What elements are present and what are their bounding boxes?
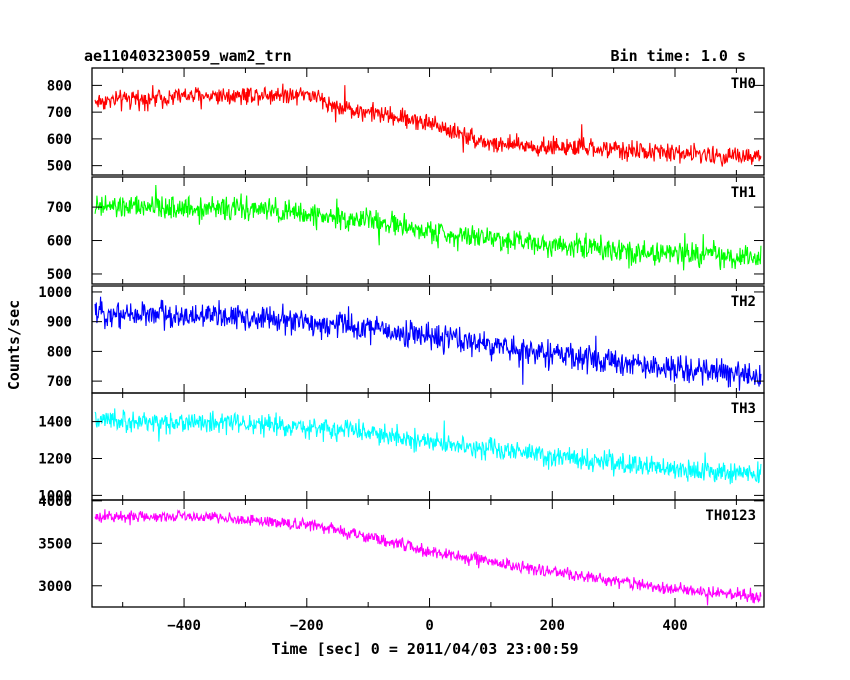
chart-title-left: ae110403230059_wam2_trn (84, 47, 292, 65)
panel-th3: 1000 1200 1400 TH3 (38, 392, 765, 504)
x-tick-label: 200 (540, 618, 565, 634)
y-tick-label: 500 (47, 159, 72, 175)
y-tick-label: 800 (47, 344, 72, 360)
panel-th2: 700 800 900 1000 TH2 (38, 285, 765, 394)
series-line-th1 (94, 184, 762, 271)
series-name-th3: TH3 (731, 401, 756, 417)
y-tick-label: 1200 (38, 451, 72, 467)
series-line-th3 (94, 408, 762, 485)
y-tick-label: 3500 (38, 536, 72, 552)
x-tick-label: 0 (425, 618, 433, 634)
series-line-th0123 (94, 509, 762, 606)
x-tick-label: 400 (662, 618, 687, 634)
series-name-th2: TH2 (731, 294, 756, 310)
panel-frame (91, 67, 765, 176)
y-axis-label: Counts/sec (5, 300, 23, 390)
y-tick-label: 1000 (38, 285, 72, 301)
panel-th0123: 3000 3500 4000 TH0123 (38, 494, 765, 608)
panel-frame (91, 392, 765, 501)
y-tick-label: 600 (47, 234, 72, 250)
panel-frame (91, 499, 765, 608)
x-tick-label: −200 (290, 618, 324, 634)
series-line-th2 (94, 296, 762, 391)
panel-th0: 500 600 700 800 TH0 (47, 67, 765, 176)
y-tick-label: 700 (47, 200, 72, 216)
x-axis-label: Time [sec] 0 = 2011/04/03 23:00:59 (271, 640, 578, 658)
y-tick-label: 700 (47, 105, 72, 121)
panel-th1: 500 600 700 TH1 (47, 176, 765, 285)
panel-frame (91, 176, 765, 285)
y-tick-label: 1400 (38, 415, 72, 431)
y-tick-label: 700 (47, 374, 72, 390)
series-name-th0123: TH0123 (705, 508, 756, 524)
y-tick-label: 3000 (38, 579, 72, 595)
panel-frame (91, 285, 765, 394)
series-name-th0: TH0 (731, 76, 756, 92)
y-tick-label: 4000 (38, 494, 72, 510)
y-tick-label: 500 (47, 267, 72, 283)
x-tick-label: −400 (167, 618, 201, 634)
series-name-th1: TH1 (731, 185, 756, 201)
chart-title-right: Bin time: 1.0 s (611, 47, 746, 65)
series-line-th0 (94, 83, 762, 167)
panels: 500 600 700 800 TH0 500 600 700 TH1 700 800 900 1000… (38, 67, 765, 634)
y-tick-label: 600 (47, 132, 72, 148)
y-tick-label: 800 (47, 78, 72, 94)
y-tick-label: 900 (47, 315, 72, 331)
y-tick-label: 1000 (38, 488, 72, 504)
